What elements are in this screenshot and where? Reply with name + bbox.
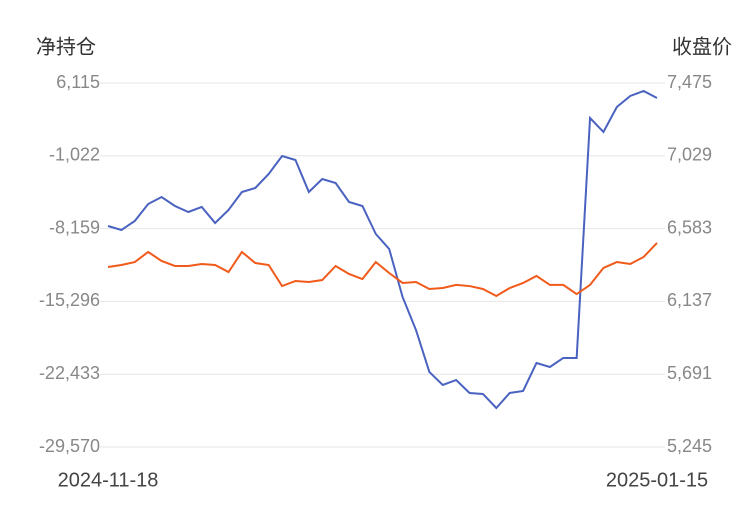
series-line (107, 242, 658, 298)
y2-tick-label: 5,245 (667, 436, 712, 456)
y-tick-label: -15,296 (39, 290, 100, 310)
y-axis-title: 净持仓 (36, 35, 96, 58)
y-tick-label: -1,022 (49, 145, 100, 165)
x-tick-label: 2024-11-18 (58, 469, 159, 491)
y-tick-label: 6,115 (56, 72, 100, 92)
y2-tick-label: 7,029 (667, 145, 712, 165)
y2-tick-label: 5,691 (667, 363, 712, 383)
y2-axis-title: 收盘价 (672, 35, 732, 58)
y-tick-label: -29,570 (39, 436, 100, 456)
y-tick-label: -22,433 (39, 363, 100, 383)
x-tick-label: 2025-01-15 (606, 469, 708, 491)
y2-tick-label: 6,583 (667, 217, 712, 237)
y-tick-label: -8,159 (49, 217, 100, 237)
y2-tick-label: 7,475 (667, 72, 712, 92)
series-line (107, 89, 658, 410)
y2-tick-label: 6,137 (667, 290, 712, 310)
